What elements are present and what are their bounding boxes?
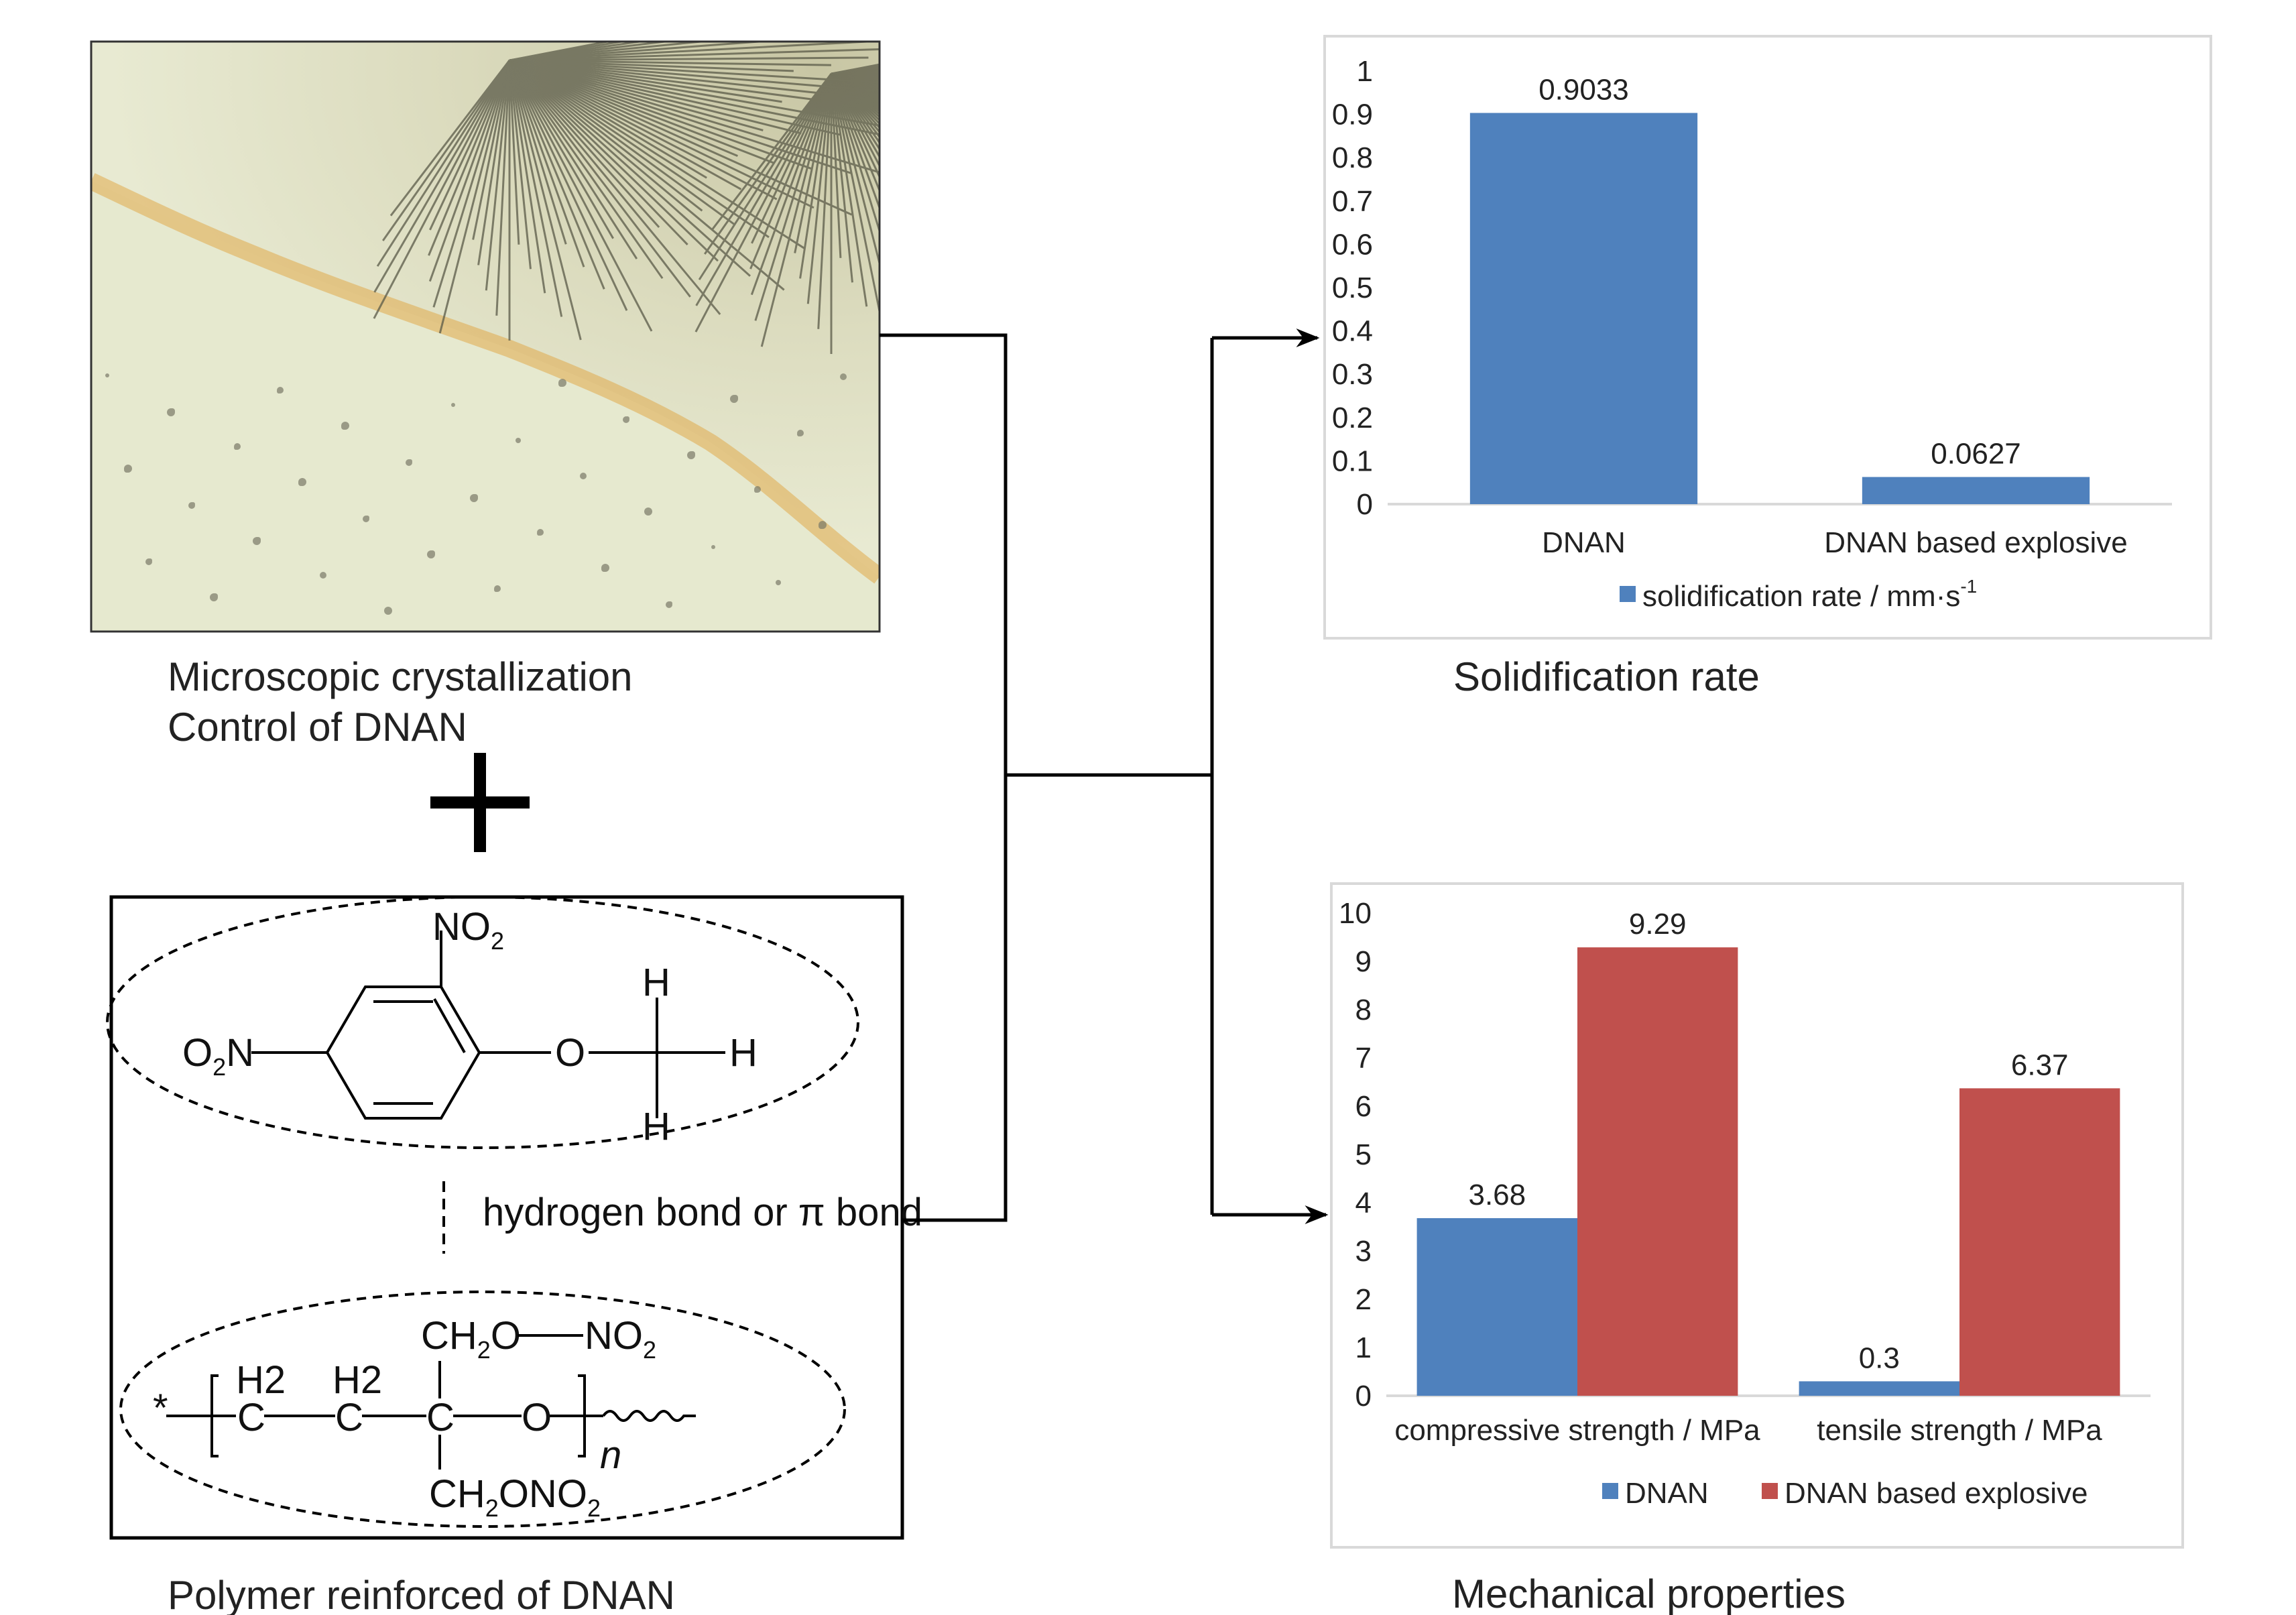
y-tick-label: 1: [1357, 55, 1373, 88]
polymer-structure-box: NO2 O2N O H H H hydrogen bond or π bond …: [106, 895, 922, 1540]
bond-type-label: hydrogen bond or π bond: [483, 1191, 922, 1234]
category-label: DNAN based explosive: [1824, 526, 2127, 559]
no2-side-label: NO2: [585, 1314, 656, 1364]
y-tick-label: 2: [1355, 1283, 1372, 1316]
y-tick-label: 0.1: [1332, 444, 1373, 477]
y-tick-label: 1: [1355, 1331, 1372, 1364]
y-tick-label: 10: [1339, 897, 1372, 930]
carbon-2-label: C: [335, 1396, 363, 1439]
data-label: 0.9033: [1538, 73, 1629, 106]
y-tick-label: 6: [1355, 1090, 1372, 1123]
plus-icon: [430, 753, 530, 852]
micrograph-image: [90, 40, 881, 633]
h-bottom-label: H: [642, 1105, 670, 1148]
chain-oxygen-label: O: [522, 1396, 552, 1439]
category-label: tensile strength / MPa: [1817, 1414, 2102, 1447]
y-tick-label: 0: [1355, 1380, 1372, 1413]
mechanical-properties-chart: 0 1 2 3 4 5 6 7 8 9 10 3.68 9.29 compressive strength…: [1339, 897, 2151, 1510]
bar-dnan-based-explosive-1: [1959, 1088, 2120, 1396]
bar-dnan-0: [1416, 1218, 1577, 1396]
bar-solidification-rate-mm-s-1: [1862, 477, 2090, 504]
solidification-caption: Solidification rate: [1453, 654, 1760, 699]
bar-solidification-rate-mm-s-0: [1469, 113, 1698, 504]
legend-swatch: [1762, 1483, 1778, 1499]
y-tick-label: 9: [1355, 945, 1372, 978]
dnan-molecule-ellipse: [106, 896, 859, 1149]
bar-dnan-based-explosive-0: [1577, 947, 1738, 1396]
micrograph-caption-line2: Control of DNAN: [168, 705, 467, 750]
y-tick-label: 0.5: [1332, 272, 1373, 304]
polymer-chain-ellipse: [119, 1291, 846, 1528]
legend-label: solidification rate / mm·s-1: [1642, 576, 1977, 613]
carbon-1-label: C: [237, 1396, 265, 1439]
data-label: 9.29: [1629, 908, 1687, 941]
solidification-rate-chart: 0 0.1 0.2 0.3 0.4 0.5 0.6 0.7 0.8 0.9 1 0.9033 DNAN 0…: [1332, 55, 2172, 613]
polymer-caption: Polymer reinforced of DNAN: [168, 1573, 675, 1615]
category-label: compressive strength / MPa: [1394, 1414, 1760, 1447]
y-tick-label: 0.6: [1332, 228, 1373, 261]
h-right-label: H: [729, 1031, 758, 1075]
y-tick-label: 0.3: [1332, 358, 1373, 391]
h-top-label: H: [642, 961, 670, 1004]
h2-second-label: H2: [333, 1358, 382, 1402]
legend-label: DNAN: [1625, 1477, 1709, 1510]
bar-dnan-1: [1799, 1381, 1959, 1396]
data-label: 0.0627: [1931, 437, 2021, 470]
category-label: DNAN: [1542, 526, 1626, 559]
methoxy-oxygen-label: O: [555, 1031, 585, 1075]
y-tick-label: 0: [1357, 488, 1373, 521]
y-tick-label: 3: [1355, 1235, 1372, 1268]
y-tick-label: 5: [1355, 1138, 1372, 1171]
y-tick-label: 4: [1355, 1187, 1372, 1219]
data-label: 6.37: [2011, 1049, 2069, 1081]
benzene-ring: [325, 985, 481, 1120]
legend-swatch: [1602, 1483, 1618, 1499]
y-tick-label: 8: [1355, 994, 1372, 1026]
chain-continuation-wave: [602, 1410, 696, 1422]
carbon-3-label: C: [426, 1396, 455, 1439]
repeat-unit-n-label: n: [600, 1433, 621, 1477]
o2n-left-label: O2N: [182, 1031, 254, 1081]
micrograph-caption-line1: Microscopic crystallization: [168, 654, 633, 699]
legend-swatch: [1620, 586, 1636, 602]
chain-start-star: *: [153, 1386, 168, 1430]
connector-lines: [880, 328, 1329, 1224]
no2-top-label: NO2: [432, 905, 504, 955]
mechanical-caption: Mechanical properties: [1452, 1571, 1846, 1615]
h2-first-label: H2: [236, 1358, 286, 1402]
ch2o-label: CH2O: [421, 1314, 521, 1364]
y-tick-label: 7: [1355, 1042, 1372, 1075]
data-label: 3.68: [1468, 1179, 1526, 1211]
data-label: 0.3: [1859, 1341, 1900, 1374]
y-tick-label: 0.8: [1332, 141, 1373, 174]
legend-label: DNAN based explosive: [1785, 1477, 2088, 1510]
ch2ono2-label: CH2ONO2: [429, 1472, 601, 1522]
y-tick-label: 0.2: [1332, 402, 1373, 434]
y-tick-label: 0.9: [1332, 99, 1373, 131]
y-tick-label: 0.4: [1332, 315, 1373, 348]
y-tick-label: 0.7: [1332, 185, 1373, 218]
